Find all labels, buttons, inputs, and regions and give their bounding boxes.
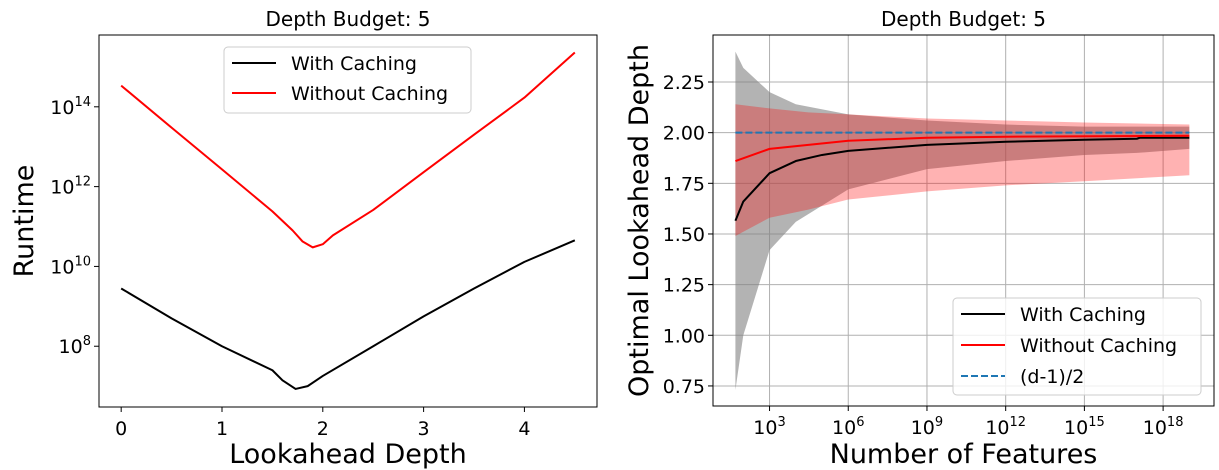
x-tick-label: 1012 [985,415,1026,439]
tick-base: 10 [1064,417,1088,439]
series-line-with-caching [734,136,1190,222]
legend-label: (d-1)/2 [1020,366,1084,388]
x-tick-label: 1 [216,418,228,440]
y-tick-label: 1.50 [663,224,705,246]
legend-label: With Caching [1020,304,1146,326]
tick-exponent: 18 [1167,415,1184,430]
y-tick-label: 1.75 [663,173,705,195]
legend-label: Without Caching [291,83,448,105]
series-line-with-caching [120,239,576,390]
legend-label: Without Caching [1020,335,1177,357]
tick-exponent: 9 [935,415,943,430]
x-tick-label: 2 [317,418,329,440]
legend-box [223,46,472,114]
y-axis-label: Optimal Lookahead Depth [624,44,655,397]
tick-exponent: 14 [74,95,91,110]
legend: With Caching Without Caching (d-1)/2 [952,297,1202,396]
y-tick-label: 1010 [50,254,91,278]
x-tick-label: 103 [753,415,785,439]
chart-title: Depth Budget: 5 [265,7,430,31]
y-tick-label: 108 [59,334,91,358]
plot-area [734,51,1190,390]
series-line-without-caching [735,134,1190,162]
x-tick-label: 109 [911,415,943,439]
chart-title: Depth Budget: 5 [881,7,1046,31]
tick-exponent: 3 [777,415,785,430]
axes-frame [712,34,1215,407]
x-tick-label: 106 [832,415,864,439]
series-line-without-caching [120,51,576,249]
y-tick-label: 0.75 [663,376,705,398]
tick-exponent: 12 [1010,415,1027,430]
x-tick-label: 4 [518,418,530,440]
legend-label: With Caching [291,53,417,75]
y-tick-label: 1012 [50,175,91,199]
tick-exponent: 6 [856,415,864,430]
tick-base: 10 [59,336,83,358]
y-tick-label: 2.25 [663,72,705,94]
tick-base: 10 [985,417,1009,439]
y-tick-label: 2.00 [663,123,705,145]
y-axis-label: Runtime [9,165,40,278]
tick-exponent: 15 [1088,415,1105,430]
y-tick-label: 1.25 [663,275,705,297]
x-tick-label: 3 [418,418,430,440]
legend-box [952,297,1202,396]
tick-exponent: 12 [74,175,91,190]
tick-exponent: 8 [83,334,91,349]
x-tick-label: 1015 [1064,415,1105,439]
x-axis-label: Lookahead Depth [229,439,467,470]
axes-frame [98,34,598,408]
y-tick-label: 1014 [50,95,91,119]
tick-base: 10 [1143,417,1167,439]
legend: With Caching Without Caching [223,46,472,114]
tick-exponent: 10 [74,254,91,269]
y-tick-label: 1.00 [663,325,705,347]
tick-base: 10 [50,177,74,199]
tick-base: 10 [753,417,777,439]
x-axis-label: Number of Features [830,439,1098,470]
plot-area [120,51,576,390]
tick-base: 10 [832,417,856,439]
chart-optimal-depth: 103 106 109 1012 1015 10180.751.001.251.501.7… [624,7,1215,470]
tick-base: 10 [50,256,74,278]
tick-base: 10 [50,97,74,119]
x-tick-label: 1018 [1143,415,1184,439]
tick-base: 10 [911,417,935,439]
x-tick-label: 0 [115,418,127,440]
